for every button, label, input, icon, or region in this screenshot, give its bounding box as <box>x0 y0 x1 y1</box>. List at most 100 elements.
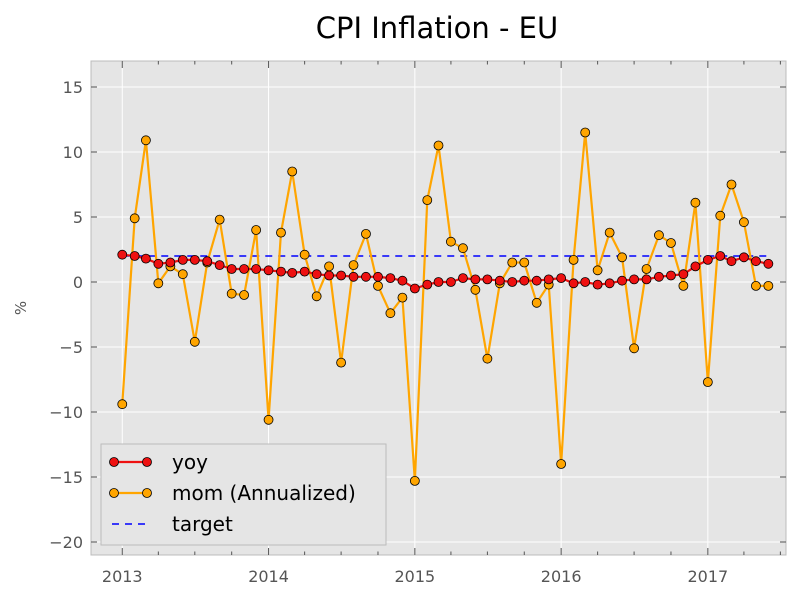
yoy-point <box>739 252 749 263</box>
legend-mom-marker-left <box>109 488 119 498</box>
legend-yoy-marker-right <box>142 457 152 467</box>
series-yoy <box>117 249 774 294</box>
mom-point <box>385 308 396 319</box>
mom-point <box>422 195 433 206</box>
mom-point <box>702 377 713 388</box>
yoy-point <box>226 264 237 274</box>
mom-point <box>433 140 444 151</box>
yoy-point <box>153 258 164 269</box>
yoy-point <box>446 277 456 287</box>
mom-point <box>141 135 151 146</box>
mom-point <box>129 213 140 224</box>
yoy-point <box>311 269 322 280</box>
yoy-point <box>129 251 140 261</box>
yoy-point <box>263 265 274 276</box>
mom-point <box>263 414 274 425</box>
mom-point <box>641 264 652 274</box>
mom-point <box>117 399 128 410</box>
series-layer <box>117 127 774 486</box>
yoy-point <box>654 271 664 282</box>
mom-point <box>409 475 420 486</box>
y-tick-label: 10 <box>63 143 83 162</box>
yoy-point <box>617 275 627 286</box>
y-tick-labels: 15 10 5 0 −5 −10 −15 −20 <box>49 78 83 552</box>
legend: yoy mom (Annualized) target <box>100 443 387 546</box>
yoy-point <box>592 279 603 290</box>
mom-point <box>311 291 322 302</box>
yoy-point <box>507 277 518 287</box>
chart-title: CPI Inflation - EU <box>316 11 558 45</box>
yoy-point <box>641 274 652 285</box>
x-tick-label: 2015 <box>394 567 435 586</box>
yoy-point <box>519 275 530 286</box>
mom-point <box>299 249 310 260</box>
yoy-point <box>543 274 554 285</box>
yoy-point <box>385 273 396 284</box>
yoy-point <box>202 256 213 267</box>
grid <box>91 61 786 555</box>
mom-point <box>276 227 286 238</box>
mom-point <box>324 261 334 272</box>
yoy-point <box>177 254 188 265</box>
mom-point <box>153 278 164 289</box>
yoy-point <box>494 275 505 286</box>
yoy-point <box>666 270 676 281</box>
yoy-point <box>751 256 761 267</box>
series-mom <box>117 127 774 486</box>
yoy-point <box>287 267 298 278</box>
yoy-point <box>214 260 225 271</box>
mom-point <box>361 228 371 239</box>
yoy-point <box>715 251 726 261</box>
x-tick-labels: 2013 2014 2015 2016 2017 <box>102 567 728 586</box>
yoy-point <box>482 274 493 285</box>
mom-point <box>556 459 567 469</box>
legend-mom-marker-right <box>142 488 152 498</box>
yoy-point <box>324 270 334 281</box>
mom-point <box>239 290 250 300</box>
yoy-point <box>470 274 481 285</box>
mom-point <box>336 357 347 368</box>
tick-marks <box>91 61 786 555</box>
yoy-point <box>531 275 542 286</box>
mom-point <box>751 280 761 291</box>
mom-point <box>177 269 188 280</box>
legend-yoy-marker-left <box>109 457 119 467</box>
mom-point <box>482 353 493 364</box>
mom-point <box>568 254 579 265</box>
yoy-point <box>276 266 286 277</box>
yoy-point <box>763 258 774 269</box>
mom-point <box>507 257 518 268</box>
legend-label-yoy: yoy <box>172 450 208 474</box>
yoy-point <box>299 266 310 277</box>
yoy-point <box>629 274 639 285</box>
y-tick-label: −10 <box>49 403 83 422</box>
yoy-point <box>397 275 408 286</box>
x-tick-label: 2013 <box>102 567 143 586</box>
mom-point <box>629 343 639 354</box>
mom-point <box>690 197 701 208</box>
mom-point <box>251 225 262 235</box>
mom-point <box>458 243 468 254</box>
yoy-point <box>336 270 347 281</box>
mom-point <box>617 252 627 263</box>
legend-label-mom: mom (Annualized) <box>172 481 356 505</box>
x-tick-label: 2017 <box>687 567 728 586</box>
legend-label-target: target <box>172 512 233 536</box>
mom-point <box>678 280 689 291</box>
y-tick-label: 0 <box>73 273 83 292</box>
mom-point <box>604 227 615 238</box>
yoy-point <box>189 254 200 265</box>
mom-point <box>226 288 237 299</box>
yoy-point <box>239 264 250 274</box>
mom-point <box>214 214 225 225</box>
yoy-point <box>409 283 420 294</box>
y-tick-label: 15 <box>63 78 83 97</box>
mom-point <box>726 179 737 190</box>
y-axis-label: % <box>12 301 30 315</box>
yoy-point <box>702 254 713 265</box>
mom-point <box>763 280 774 291</box>
mom-point <box>348 260 359 271</box>
mom-point <box>666 238 676 248</box>
yoy-point <box>678 269 689 280</box>
mom-point <box>189 336 200 347</box>
